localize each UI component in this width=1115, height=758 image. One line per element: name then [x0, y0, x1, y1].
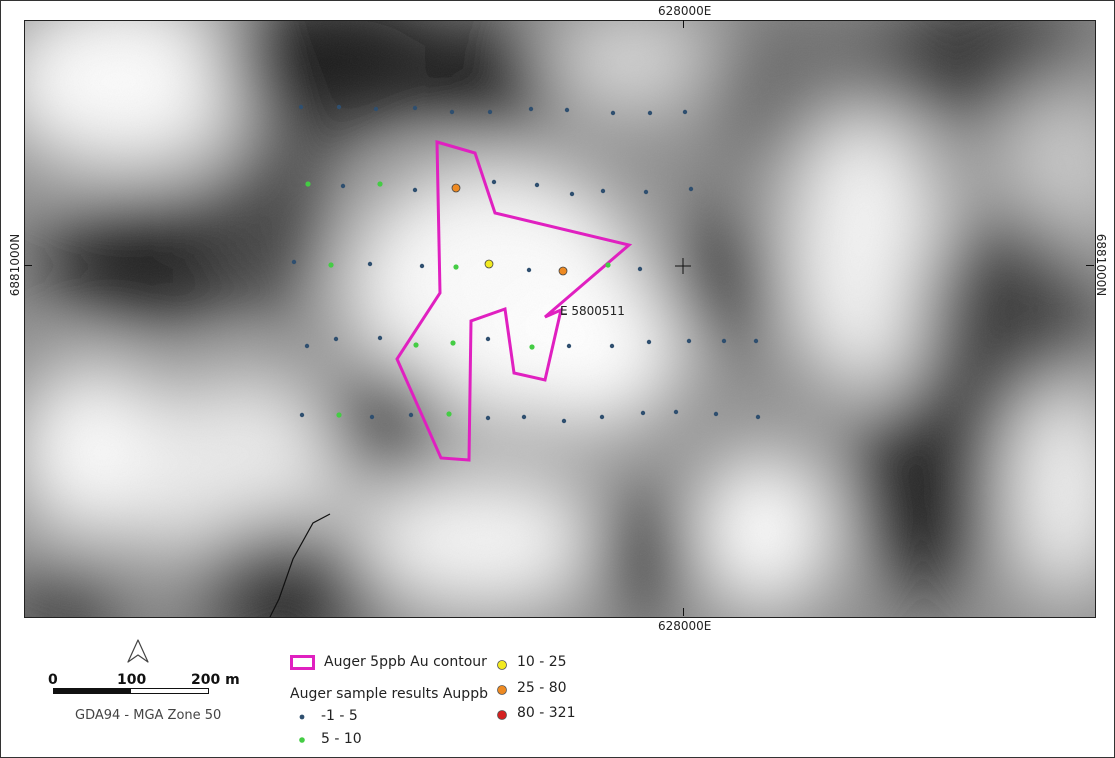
drainage-line [269, 513, 331, 617]
sample-point[interactable] [643, 189, 649, 195]
sample-point[interactable] [673, 409, 679, 415]
sample-point[interactable] [377, 181, 383, 187]
sample-point[interactable] [637, 266, 643, 272]
legend-swatch-3 [497, 660, 507, 670]
legend-class-4: 25 - 80 [517, 680, 567, 696]
sample-point[interactable] [373, 106, 379, 112]
sample-point[interactable] [605, 262, 611, 268]
sample-point[interactable] [521, 414, 527, 420]
scale-tick-200: 200 m [191, 672, 240, 688]
sample-point[interactable] [484, 259, 494, 269]
legend-swatches [299, 660, 507, 743]
sample-point[interactable] [367, 261, 373, 267]
au-contour-polygon[interactable] [395, 139, 633, 462]
easting-tick-bottom [683, 608, 684, 616]
sample-point[interactable] [291, 259, 297, 265]
legend-class-2: 5 - 10 [321, 731, 362, 747]
hole-label: E 5800511 [560, 304, 625, 318]
scale-bar-open [130, 688, 209, 694]
sample-point[interactable] [713, 411, 719, 417]
sample-point[interactable] [369, 414, 375, 420]
sample-point[interactable] [412, 187, 418, 193]
legend-class-3: 10 - 25 [517, 654, 567, 670]
easting-tick-top [683, 20, 684, 28]
sample-point[interactable] [534, 182, 540, 188]
sample-point[interactable] [640, 410, 646, 416]
north-arrow-icon [127, 639, 149, 663]
sample-point[interactable] [336, 412, 342, 418]
map-svg [25, 21, 1095, 617]
sample-point[interactable] [451, 183, 461, 193]
sample-point[interactable] [299, 412, 305, 418]
legend-swatch-4 [497, 685, 507, 695]
northing-tick-right [1086, 265, 1094, 266]
sample-point[interactable] [377, 335, 383, 341]
crs-label: GDA94 - MGA Zone 50 [75, 708, 222, 723]
sample-point[interactable] [487, 109, 493, 115]
sample-point[interactable] [753, 338, 759, 344]
scale-bar-solid [53, 688, 132, 694]
legend-contour-swatch [290, 655, 315, 670]
sample-point[interactable] [647, 110, 653, 116]
sample-point[interactable] [408, 412, 414, 418]
sample-point[interactable] [569, 191, 575, 197]
sample-point[interactable] [682, 109, 688, 115]
sample-point[interactable] [526, 267, 532, 273]
sample-point[interactable] [646, 339, 652, 345]
sample-point[interactable] [686, 338, 692, 344]
legend-samples-title: Auger sample results Auppb [290, 686, 488, 702]
sample-point[interactable] [599, 414, 605, 420]
sample-point[interactable] [610, 110, 616, 116]
sample-point[interactable] [688, 186, 694, 192]
sample-point[interactable] [566, 343, 572, 349]
sample-point[interactable] [609, 343, 615, 349]
legend-contour-label: Auger 5ppb Au contour [324, 654, 487, 670]
sample-point[interactable] [336, 104, 342, 110]
northing-label-left: 6881000N [8, 233, 22, 297]
sample-point[interactable] [529, 344, 535, 350]
sample-points [291, 104, 761, 424]
sample-point[interactable] [450, 340, 456, 346]
legend-class-1: -1 - 5 [321, 708, 358, 724]
sample-point[interactable] [485, 336, 491, 342]
scale-tick-0: 0 [48, 672, 58, 688]
easting-label-top: 628000E [658, 4, 712, 18]
sample-point[interactable] [755, 414, 761, 420]
legend-swatch-2 [299, 737, 305, 743]
sample-point[interactable] [721, 338, 727, 344]
sample-point[interactable] [412, 105, 418, 111]
sample-point[interactable] [298, 104, 304, 110]
sample-point[interactable] [449, 109, 455, 115]
sample-point[interactable] [491, 179, 497, 185]
sample-point[interactable] [561, 418, 567, 424]
map-canvas[interactable]: E 5800511 [24, 20, 1096, 618]
sample-point[interactable] [558, 266, 568, 276]
legend-swatch-5 [497, 710, 507, 720]
sample-point[interactable] [304, 343, 310, 349]
sample-point[interactable] [333, 336, 339, 342]
sample-point[interactable] [485, 415, 491, 421]
sample-point[interactable] [564, 107, 570, 113]
sample-point[interactable] [340, 183, 346, 189]
sample-point[interactable] [328, 262, 334, 268]
easting-label-bottom: 628000E [658, 619, 712, 633]
sample-point[interactable] [446, 411, 452, 417]
northing-tick-left [24, 265, 32, 266]
legend-swatch-1 [299, 714, 305, 720]
sample-point[interactable] [453, 264, 459, 270]
sample-point[interactable] [419, 263, 425, 269]
sample-point[interactable] [528, 106, 534, 112]
sample-point[interactable] [413, 342, 419, 348]
scale-tick-100: 100 [117, 672, 147, 688]
legend-class-5: 80 - 321 [517, 705, 576, 721]
northing-label-right: 6881000N [1094, 233, 1108, 297]
sample-point[interactable] [305, 181, 311, 187]
sample-point[interactable] [600, 188, 606, 194]
